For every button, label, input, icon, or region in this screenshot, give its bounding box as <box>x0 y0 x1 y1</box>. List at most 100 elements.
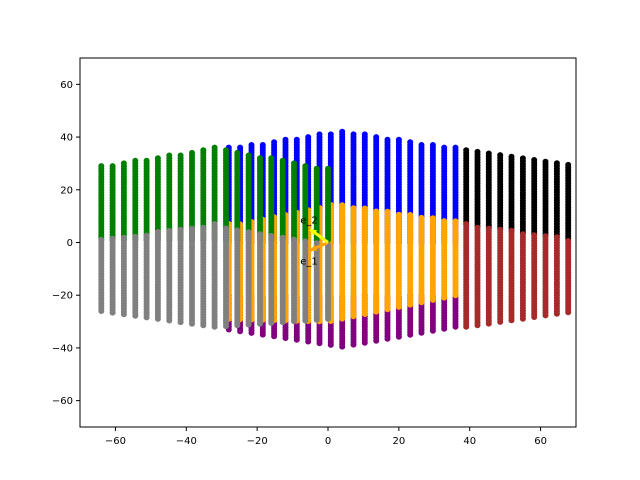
vector-e2-head <box>310 229 318 236</box>
scatter-points <box>98 128 572 350</box>
data-point <box>223 225 229 232</box>
data-point <box>339 128 346 135</box>
data-point <box>257 231 263 238</box>
data-point <box>271 139 278 146</box>
data-point <box>189 225 195 232</box>
data-point <box>508 153 515 160</box>
data-point <box>211 144 218 151</box>
data-point <box>313 165 320 172</box>
data-point <box>463 221 470 227</box>
data-point <box>282 136 289 143</box>
data-point <box>452 144 459 151</box>
point-group <box>98 221 331 330</box>
data-point <box>177 152 184 159</box>
data-point <box>474 148 481 155</box>
vector-e2-label: e_2 <box>300 215 318 226</box>
data-point <box>429 215 436 222</box>
data-point <box>553 234 560 241</box>
vector-e1-label: e_1 <box>300 256 318 267</box>
y-tick-label: 40 <box>60 133 73 144</box>
y-tick-label: 20 <box>60 185 73 196</box>
data-point <box>497 226 504 233</box>
data-point <box>553 160 560 167</box>
data-point <box>268 232 275 239</box>
y-axis-ticks: −60 −40 −20 0 20 40 60 <box>52 80 80 407</box>
data-point <box>248 142 255 148</box>
data-point <box>234 149 241 156</box>
data-point <box>245 152 252 159</box>
data-point <box>418 142 425 148</box>
data-point <box>143 232 150 239</box>
data-point <box>519 231 526 238</box>
data-point <box>259 142 266 148</box>
data-point <box>485 150 492 157</box>
data-point <box>429 142 436 148</box>
y-tick-label: 60 <box>60 80 73 91</box>
data-point <box>189 149 195 156</box>
vector-e1-head <box>310 244 318 251</box>
data-point <box>542 233 549 240</box>
data-point <box>279 157 286 164</box>
data-point <box>497 152 504 159</box>
data-point <box>474 224 481 231</box>
point-group <box>463 221 572 330</box>
data-point <box>279 234 286 241</box>
data-point <box>485 225 492 232</box>
data-point <box>268 155 275 162</box>
data-point <box>350 205 357 212</box>
data-point <box>154 155 161 162</box>
data-point <box>441 218 448 225</box>
x-tick-label: 20 <box>392 436 405 447</box>
data-point <box>237 144 244 151</box>
data-point <box>211 221 218 227</box>
data-point <box>166 152 173 159</box>
data-point <box>234 227 241 234</box>
data-point <box>200 147 207 154</box>
data-point <box>361 131 368 138</box>
data-point <box>395 136 402 143</box>
y-tick-label: −60 <box>52 396 73 407</box>
point-group <box>463 147 572 242</box>
data-point <box>384 208 391 215</box>
data-point <box>452 218 459 225</box>
y-tick-label: −40 <box>52 343 73 354</box>
x-tick-label: 40 <box>463 436 476 447</box>
data-point <box>350 131 357 138</box>
x-tick-label: 0 <box>325 436 331 447</box>
data-point <box>154 229 161 235</box>
data-point <box>407 212 414 218</box>
data-point <box>109 163 116 170</box>
x-axis-ticks: −60 −40 −20 0 20 40 60 <box>105 427 547 447</box>
data-point <box>245 229 252 236</box>
data-point <box>223 147 229 154</box>
y-tick-label: 0 <box>67 238 73 249</box>
data-point <box>327 131 334 138</box>
data-point <box>565 238 572 244</box>
data-point <box>373 134 380 141</box>
data-point <box>302 163 309 170</box>
x-tick-label: −60 <box>105 436 126 447</box>
data-point <box>531 157 538 163</box>
data-point <box>508 227 515 234</box>
x-tick-label: 60 <box>534 436 547 447</box>
data-point <box>302 238 309 245</box>
data-point <box>132 233 139 240</box>
data-point <box>441 144 448 151</box>
data-point <box>109 235 116 242</box>
data-point <box>291 236 297 243</box>
data-point <box>361 205 368 212</box>
data-point <box>293 136 300 143</box>
basis-vectors: e_1 e_2 <box>300 215 329 267</box>
data-point <box>98 163 105 170</box>
data-point <box>313 240 320 247</box>
data-point <box>166 227 173 234</box>
data-point <box>120 234 127 241</box>
data-point <box>418 214 425 221</box>
data-point <box>463 147 470 154</box>
data-point <box>200 224 207 231</box>
data-point <box>519 155 526 162</box>
data-point <box>316 131 323 138</box>
data-point <box>407 139 414 146</box>
data-point <box>291 160 297 167</box>
data-point <box>120 160 127 167</box>
